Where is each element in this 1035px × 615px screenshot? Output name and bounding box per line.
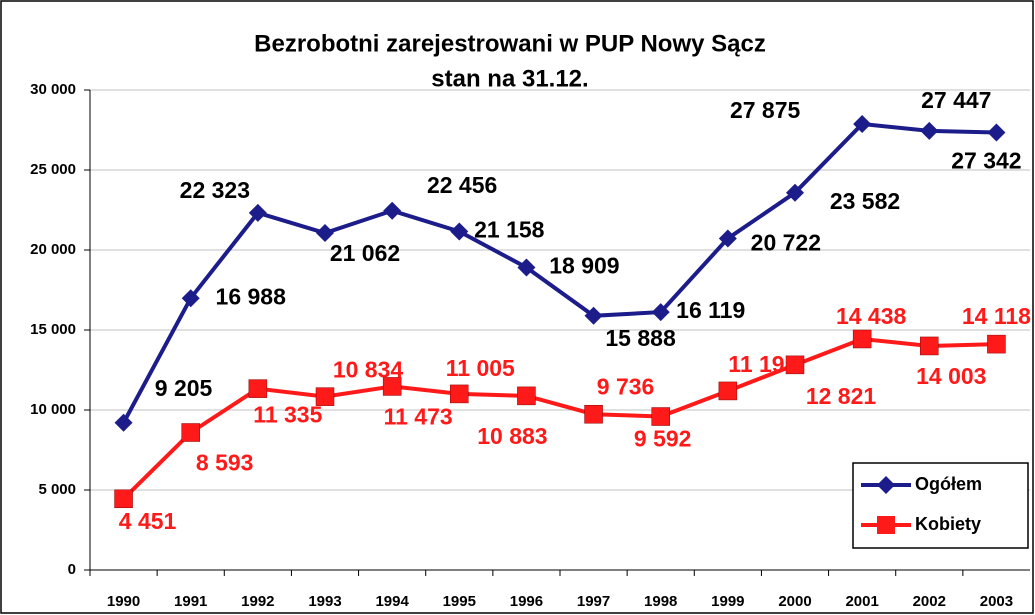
y-tick-label: 30 000 bbox=[30, 81, 76, 98]
y-tick-label: 20 000 bbox=[30, 241, 76, 258]
x-tick-label: 1990 bbox=[107, 593, 140, 610]
marker bbox=[517, 386, 536, 406]
data-label: 22 456 bbox=[427, 172, 497, 198]
marker bbox=[920, 121, 939, 140]
data-label: 9 592 bbox=[634, 426, 692, 452]
x-tick-label: 2002 bbox=[913, 593, 946, 610]
x-tick-label: 1993 bbox=[308, 593, 341, 610]
x-tick-label: 1996 bbox=[510, 593, 543, 610]
marker bbox=[987, 334, 1006, 354]
marker bbox=[450, 222, 469, 241]
x-tick-label: 1998 bbox=[644, 593, 677, 610]
marker bbox=[920, 336, 939, 356]
marker bbox=[383, 201, 402, 220]
y-tick-label: 10 000 bbox=[30, 401, 76, 418]
legend-label: Kobiety bbox=[915, 514, 981, 534]
marker bbox=[181, 423, 200, 442]
marker bbox=[786, 183, 804, 202]
y-tick-label: 15 000 bbox=[30, 321, 76, 338]
marker bbox=[450, 384, 469, 404]
legend-label: Ogółem bbox=[915, 474, 982, 494]
marker bbox=[248, 203, 267, 222]
data-label: 20 722 bbox=[751, 230, 821, 256]
marker bbox=[316, 224, 334, 243]
x-tick-label: 1991 bbox=[174, 593, 207, 610]
marker bbox=[584, 404, 603, 424]
data-label: 10 834 bbox=[333, 357, 404, 383]
data-label: 21 062 bbox=[330, 240, 400, 266]
data-label: 27 342 bbox=[951, 148, 1021, 174]
data-label: 11 473 bbox=[384, 404, 453, 430]
data-label: 18 909 bbox=[549, 253, 619, 279]
data-label: 8 593 bbox=[196, 450, 254, 476]
data-label: 4 451 bbox=[119, 508, 177, 534]
marker bbox=[987, 123, 1006, 142]
marker bbox=[718, 381, 738, 401]
y-tick-label: 5 000 bbox=[38, 481, 76, 498]
x-tick-label: 1992 bbox=[241, 593, 274, 610]
data-label: 16 119 bbox=[676, 297, 745, 323]
data-label: 11 191 bbox=[728, 351, 797, 377]
x-tick-label: 2000 bbox=[778, 593, 811, 610]
legend-marker bbox=[877, 516, 895, 534]
y-tick-label: 0 bbox=[68, 561, 76, 578]
data-label: 21 158 bbox=[474, 217, 545, 243]
marker bbox=[517, 258, 536, 277]
x-tick-label: 1997 bbox=[577, 593, 610, 610]
legend-marker bbox=[877, 476, 895, 494]
x-tick-label: 1994 bbox=[375, 593, 409, 610]
x-tick-label: 1999 bbox=[711, 593, 744, 610]
data-label: 11 335 bbox=[253, 402, 322, 428]
data-label: 16 988 bbox=[216, 283, 287, 309]
marker bbox=[852, 329, 872, 349]
marker bbox=[248, 379, 268, 398]
marker bbox=[315, 387, 335, 406]
data-label: 14 118 bbox=[962, 303, 1031, 329]
y-tick-label: 25 000 bbox=[30, 161, 76, 178]
marker bbox=[651, 303, 670, 322]
marker bbox=[114, 413, 133, 432]
legend: Ogółem Kobiety bbox=[852, 462, 1029, 549]
marker bbox=[114, 489, 133, 509]
data-label: 23 582 bbox=[830, 188, 900, 214]
data-label: 11 005 bbox=[446, 355, 515, 381]
x-tick-label: 2001 bbox=[845, 593, 878, 610]
data-label: 15 888 bbox=[605, 325, 676, 351]
data-label: 14 003 bbox=[916, 363, 986, 389]
chart-subtitle: stan na 31.12. bbox=[431, 65, 588, 92]
data-label: 27 875 bbox=[730, 97, 801, 123]
chart-title: Bezrobotni zarejestrowani w PUP Nowy Sąc… bbox=[254, 30, 766, 57]
series-line bbox=[122, 336, 997, 501]
data-label: 9 205 bbox=[155, 375, 213, 401]
marker bbox=[853, 115, 872, 133]
data-label: 22 323 bbox=[180, 177, 250, 203]
x-tick-label: 2003 bbox=[980, 593, 1013, 610]
data-label: 14 438 bbox=[836, 303, 907, 329]
marker bbox=[382, 377, 402, 396]
data-label: 9 736 bbox=[597, 373, 655, 399]
series-line bbox=[121, 121, 997, 424]
marker bbox=[181, 289, 200, 308]
x-tick-label: 1995 bbox=[443, 593, 476, 610]
marker bbox=[651, 407, 670, 426]
data-label: 10 883 bbox=[477, 423, 547, 449]
marker bbox=[584, 306, 603, 325]
data-label: 12 821 bbox=[806, 383, 877, 409]
data-label: 27 447 bbox=[921, 87, 991, 113]
marker bbox=[718, 229, 737, 248]
marker bbox=[785, 355, 805, 375]
